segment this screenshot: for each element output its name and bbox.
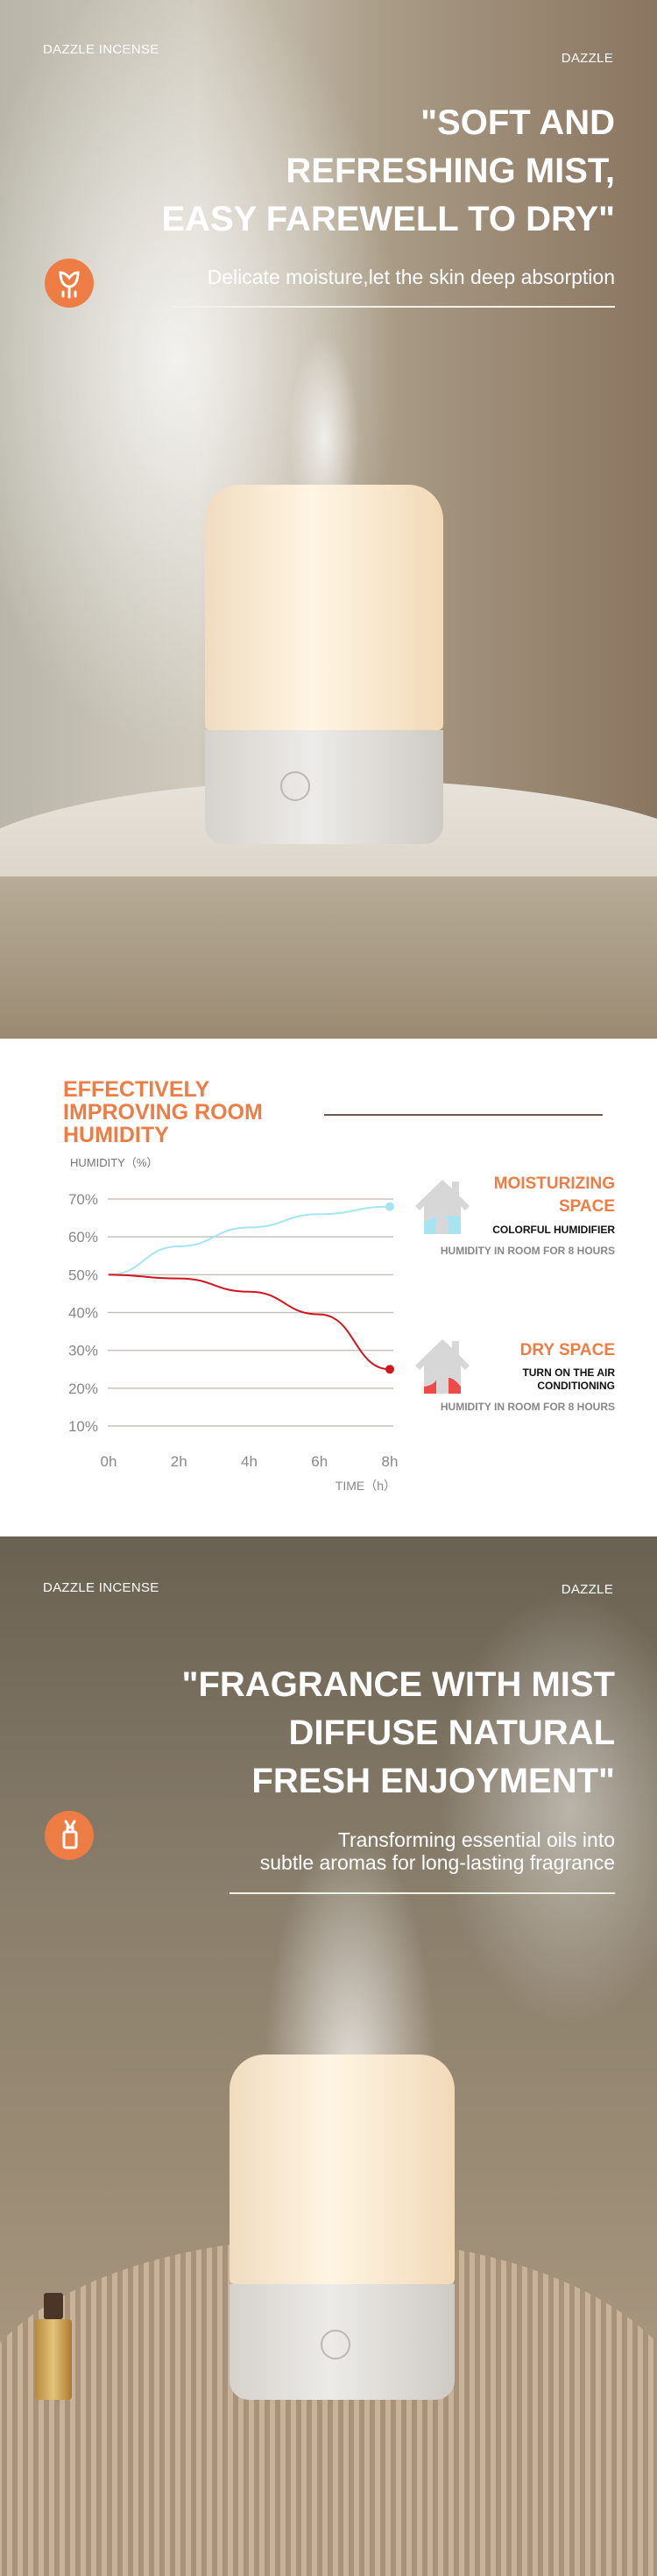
power-button-icon bbox=[280, 771, 310, 801]
humidity-line-chart: 70% 60% 50% 40% 30% 20% 10% 0h 2h 4h 6h 8h TIME（h） bbox=[68, 1191, 399, 1493]
moisturizing-title: MOISTURIZING SPACE bbox=[494, 1173, 615, 1218]
hero-banner-mist: DAZZLE INCENSE DAZZLE "SOFT AND REFRESHI… bbox=[0, 0, 657, 1039]
divider bbox=[230, 1892, 615, 1894]
dry-label-line: CONDITIONING bbox=[537, 1380, 615, 1392]
y-tick-label: 20% bbox=[68, 1380, 98, 1397]
humidifier-image bbox=[230, 2054, 455, 2284]
oil-bottle-icon bbox=[45, 1811, 94, 1860]
moisturizing-title-line: MOISTURIZING bbox=[493, 1174, 615, 1193]
house-blue-icon bbox=[412, 1176, 473, 1242]
power-button-icon bbox=[321, 2330, 350, 2360]
chart-title-line: EFFECTIVELY bbox=[63, 1077, 210, 1102]
y-tick-label: 50% bbox=[68, 1267, 98, 1283]
x-tick-label: 0h bbox=[101, 1453, 117, 1470]
y-axis-label: HUMIDITY（%） bbox=[70, 1156, 159, 1169]
dry-space-label: TURN ON THE AIR CONDITIONING bbox=[522, 1366, 615, 1393]
moisturizing-note: HUMIDITY IN ROOM FOR 8 HOURS bbox=[440, 1245, 615, 1257]
floor-image bbox=[0, 876, 657, 1039]
title-line: FRESH ENJOYMENT" bbox=[251, 1762, 615, 1800]
dry-label-line: TURN ON THE AIR bbox=[522, 1366, 615, 1379]
hero-title: "SOFT AND REFRESHING MIST, EASY FAREWELL… bbox=[161, 99, 615, 244]
x-tick-label: 8h bbox=[382, 1453, 399, 1470]
hero-banner-fragrance: DAZZLE INCENSE DAZZLE "FRAGRANCE WITH MI… bbox=[0, 1536, 657, 2576]
dry-series-endpoint bbox=[385, 1365, 394, 1374]
brand-left: DAZZLE INCENSE bbox=[43, 1580, 159, 1595]
x-axis-label: TIME（h） bbox=[336, 1479, 396, 1493]
subtitle-line: Transforming essential oils into bbox=[337, 1828, 615, 1851]
humidity-chart-section bbox=[0, 1039, 657, 1536]
moisturizing-label: COLORFUL HUMIDIFIER bbox=[492, 1224, 615, 1236]
brand-right: DAZZLE bbox=[561, 1582, 613, 1597]
moist-series-endpoint bbox=[385, 1202, 394, 1211]
y-tick-label: 70% bbox=[68, 1191, 98, 1208]
chart-title-line: HUMIDITY bbox=[63, 1123, 169, 1147]
dry-space-title: DRY SPACE bbox=[519, 1341, 615, 1359]
hero-subtitle: Delicate moisture,let the skin deep abso… bbox=[207, 266, 615, 288]
mist-cloud bbox=[438, 1589, 657, 2027]
chart-title: EFFECTIVELY IMPROVING ROOM HUMIDITY bbox=[63, 1078, 263, 1146]
humidifier-base bbox=[205, 730, 443, 844]
oil-bottle-image bbox=[35, 2319, 72, 2400]
y-tick-label: 60% bbox=[68, 1229, 98, 1245]
x-tick-label: 6h bbox=[311, 1453, 328, 1470]
humidifier-image bbox=[205, 485, 443, 730]
y-tick-label: 10% bbox=[68, 1418, 98, 1435]
title-line: "SOFT AND bbox=[420, 103, 615, 142]
chart-title-line: IMPROVING ROOM bbox=[63, 1100, 263, 1125]
divider bbox=[172, 306, 615, 308]
moist-series-line bbox=[108, 1205, 391, 1276]
house-red-icon bbox=[412, 1336, 473, 1402]
y-tick-label: 40% bbox=[68, 1305, 98, 1322]
hero-subtitle: Transforming essential oils into subtle … bbox=[260, 1828, 615, 1874]
title-line: "FRAGRANCE WITH MIST bbox=[181, 1665, 615, 1704]
title-divider bbox=[324, 1114, 603, 1116]
hero-title: "FRAGRANCE WITH MIST DIFFUSE NATURAL FRE… bbox=[182, 1661, 615, 1806]
brand-left: DAZZLE INCENSE bbox=[43, 42, 159, 57]
x-tick-label: 2h bbox=[171, 1453, 187, 1470]
x-tick-label: 4h bbox=[241, 1453, 258, 1470]
title-line: DIFFUSE NATURAL bbox=[288, 1714, 615, 1752]
title-line: REFRESHING MIST, bbox=[286, 152, 615, 190]
subtitle-line: subtle aromas for long-lasting fragrance bbox=[259, 1851, 615, 1874]
title-line: EASY FAREWELL TO DRY" bbox=[161, 200, 615, 238]
dry-space-note: HUMIDITY IN ROOM FOR 8 HOURS bbox=[440, 1401, 615, 1413]
dry-series-line bbox=[108, 1274, 391, 1371]
y-tick-label: 30% bbox=[68, 1343, 98, 1359]
flower-icon bbox=[45, 259, 94, 308]
moisturizing-title-line: SPACE bbox=[558, 1197, 615, 1216]
oil-bottle-cap bbox=[44, 2293, 63, 2319]
brand-right: DAZZLE bbox=[561, 51, 613, 66]
